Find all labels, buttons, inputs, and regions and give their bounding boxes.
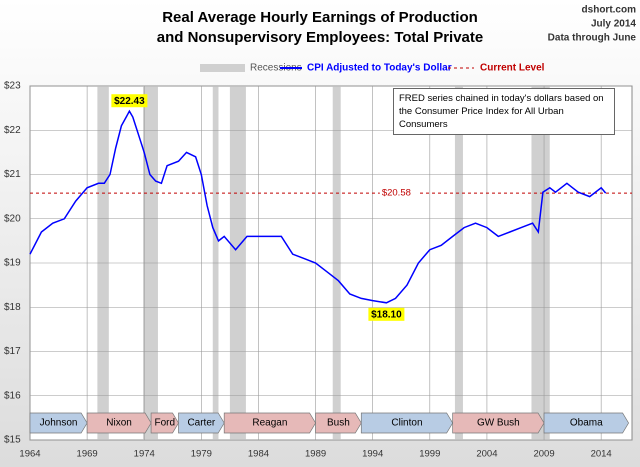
president-label: Reagan: [252, 418, 287, 429]
president-label: Clinton: [391, 418, 422, 429]
x-tick-label: 2009: [533, 449, 554, 460]
president-term: [223, 412, 316, 434]
president-term: [150, 412, 179, 434]
president-term: [315, 412, 362, 434]
x-tick-label: 1994: [362, 449, 383, 460]
chart-title: and Nonsupervisory Employees: Total Priv…: [157, 29, 483, 46]
legend-label: Recessions: [250, 63, 302, 74]
president-label: Ford: [155, 418, 176, 429]
current-level-label: $20.58: [382, 188, 411, 199]
president-term: [452, 412, 545, 434]
y-tick-label: $19: [4, 258, 21, 269]
y-tick-label: $21: [4, 169, 21, 180]
president-term: [29, 412, 88, 434]
x-tick-label: 1964: [19, 449, 40, 460]
y-tick-label: $15: [4, 435, 21, 446]
chart-title: Real Average Hourly Earnings of Producti…: [162, 9, 478, 26]
x-tick-label: 1969: [77, 449, 98, 460]
president-term: [360, 412, 454, 434]
x-tick-label: 1974: [134, 449, 155, 460]
x-tick-label: 1999: [419, 449, 440, 460]
x-tick-label: 2004: [476, 449, 497, 460]
x-tick-label: 2014: [591, 449, 612, 460]
president-label: Bush: [327, 418, 350, 429]
annotation-bg: [111, 94, 148, 108]
president-label: Carter: [187, 418, 215, 429]
x-tick-label: 1979: [191, 449, 212, 460]
president-term: [86, 412, 152, 434]
current-level-label-bg: [379, 186, 420, 201]
president-label: Johnson: [40, 418, 78, 429]
legend-label: CPI Adjusted to Today's Dollar: [307, 63, 452, 74]
president-label: Nixon: [106, 418, 132, 429]
y-tick-label: $20: [4, 213, 21, 224]
source: Data through June: [548, 33, 637, 44]
y-tick-label: $16: [4, 390, 21, 401]
source: July 2014: [591, 19, 636, 30]
president-term: [178, 412, 225, 434]
x-tick-label: 1989: [305, 449, 326, 460]
president-term: [543, 412, 629, 434]
data-line: [29, 109, 607, 304]
annotation-label: $22.43: [114, 96, 145, 107]
president-label: GW Bush: [477, 418, 520, 429]
legend-swatch: [200, 64, 245, 72]
source: dshort.com: [582, 5, 637, 16]
legend-label: Current Level: [480, 63, 545, 74]
note: FRED series chained in today's dollars b…: [393, 88, 615, 135]
x-tick-label: 1984: [248, 449, 269, 460]
annotation-label: $18.10: [371, 309, 402, 320]
y-tick-label: $18: [4, 302, 21, 313]
president-label: Obama: [570, 418, 603, 429]
annotation-bg: [368, 307, 405, 321]
y-tick-label: $17: [4, 346, 21, 357]
y-tick-label: $22: [4, 125, 21, 136]
y-tick-label: $23: [4, 81, 21, 92]
